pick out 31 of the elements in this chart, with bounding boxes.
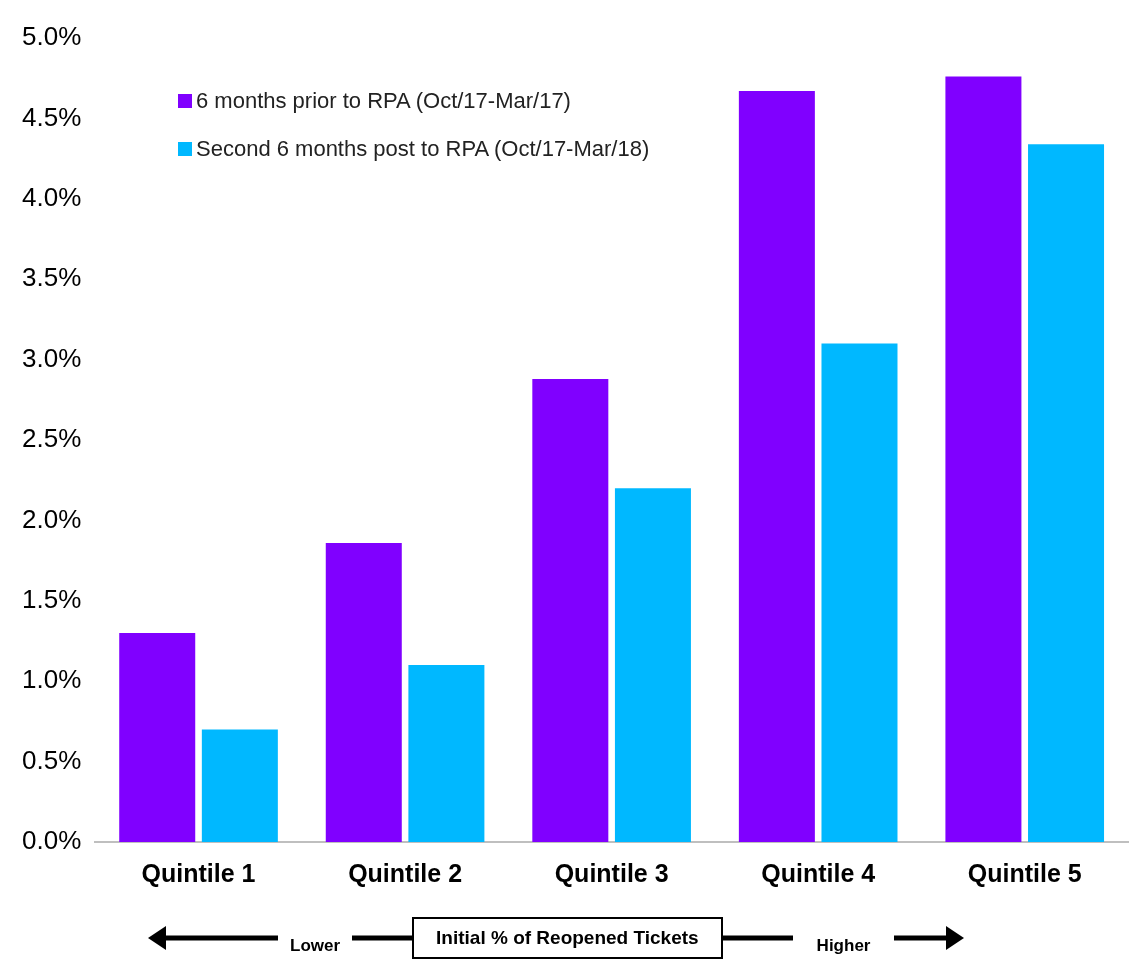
bar — [821, 343, 898, 842]
x-tick-label: Quintile 5 — [967, 858, 1082, 887]
bar — [532, 378, 609, 842]
bar — [325, 542, 402, 842]
y-tick-label: 1.5% — [22, 583, 82, 614]
legend-label: Second 6 months post to RPA (Oct/17-Mar/18) — [196, 136, 650, 162]
text: Lower — [290, 936, 341, 956]
bar — [201, 729, 278, 842]
x-tick-label: Quintile 4 — [761, 858, 876, 887]
y-tick-label: 1.0% — [22, 664, 82, 695]
y-tick-label: 0.5% — [22, 744, 82, 775]
y-tick-label: 0.0% — [22, 825, 82, 856]
x-tick-label: Quintile 1 — [141, 858, 256, 887]
text: Higher — [816, 936, 871, 956]
y-tick-label: 2.0% — [22, 503, 82, 534]
bar — [119, 632, 196, 842]
y-tick-label: 3.0% — [22, 342, 82, 373]
legend-label: 6 months prior to RPA (Oct/17-Mar/17) — [196, 88, 571, 114]
y-tick-label: 4.5% — [22, 101, 82, 132]
bar — [738, 91, 815, 842]
y-tick-label: 5.0% — [22, 21, 82, 52]
x-tick-label: Quintile 2 — [348, 858, 463, 887]
bar — [408, 665, 485, 842]
x-axis-title: Initial % of Reopened Tickets — [412, 917, 723, 959]
bar — [614, 488, 691, 842]
y-tick-label: 2.5% — [22, 423, 82, 454]
bar — [1028, 144, 1105, 842]
y-tick-label: 4.0% — [22, 181, 82, 212]
bar — [945, 76, 1022, 842]
y-tick-label: 3.5% — [22, 262, 82, 293]
x-tick-label: Quintile 3 — [554, 858, 669, 887]
